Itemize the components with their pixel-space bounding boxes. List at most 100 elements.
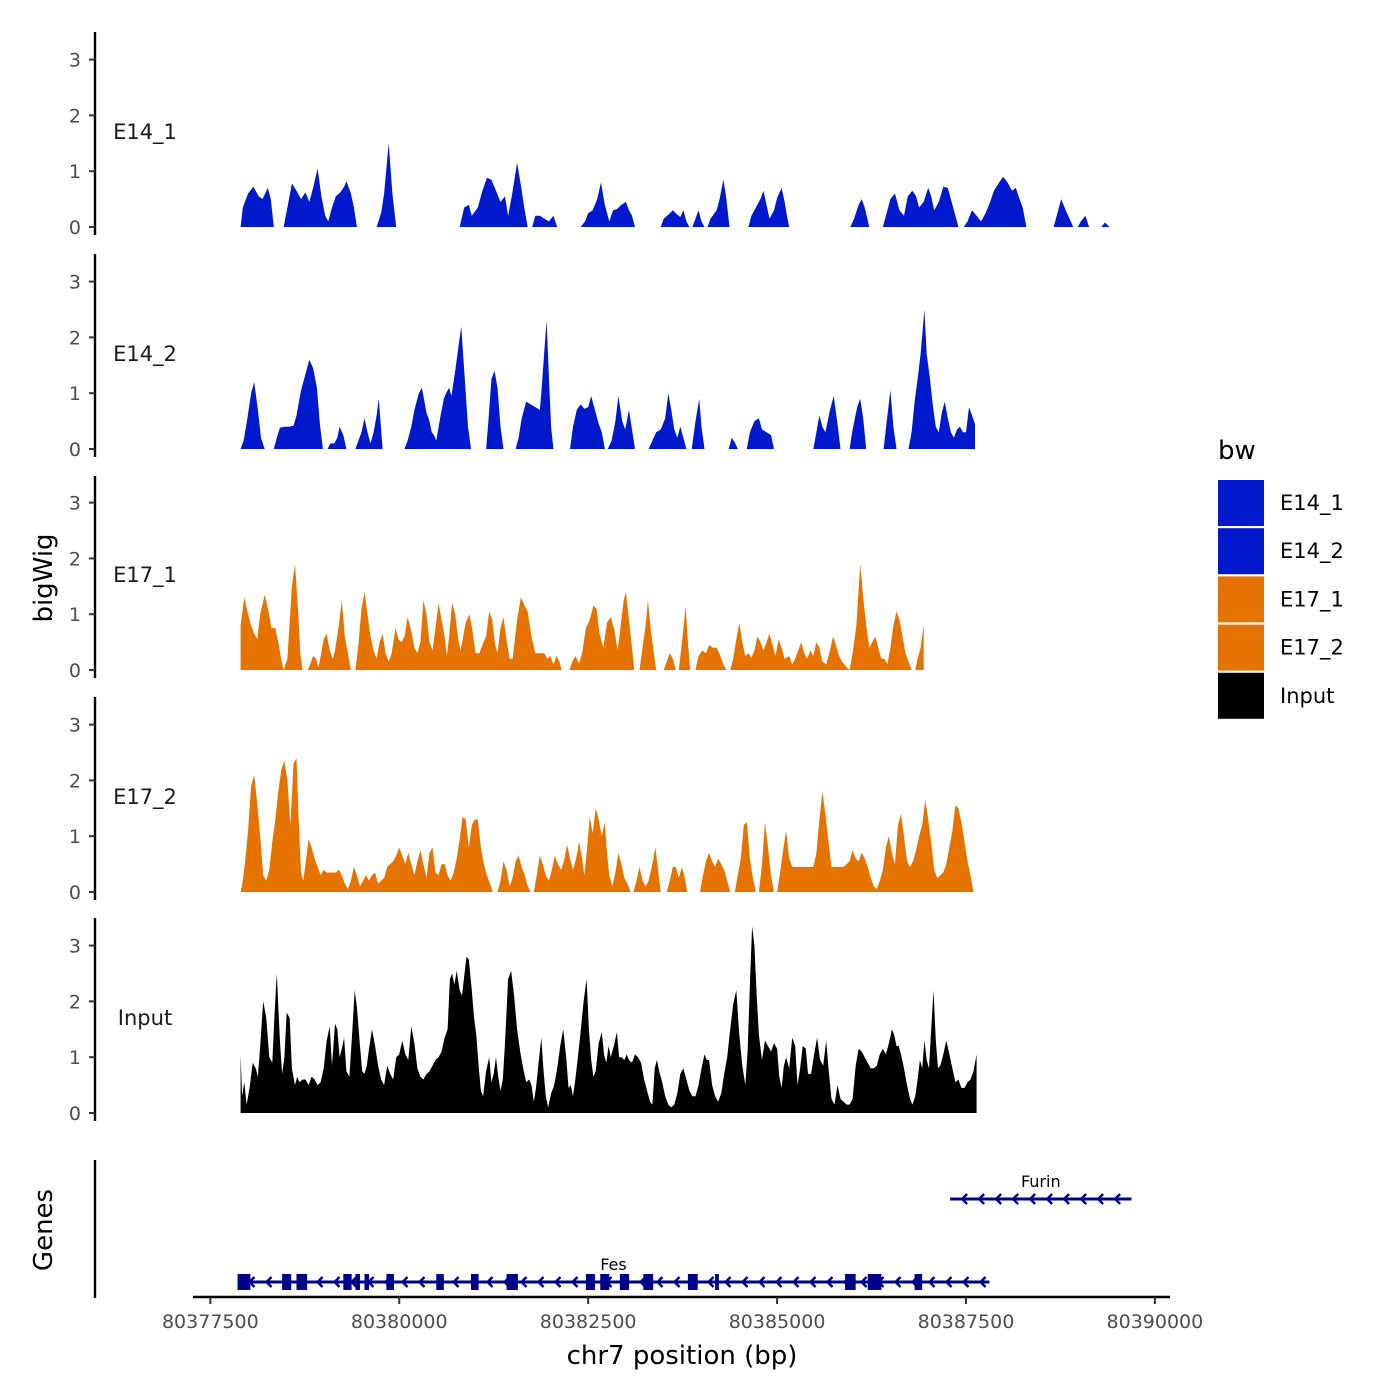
legend-label: E14_2: [1280, 539, 1344, 564]
y-tick-label: 1: [69, 826, 81, 848]
strand-arrow: [994, 1193, 1002, 1205]
strand-arrow: [1045, 1193, 1053, 1205]
genes-axis-title: Genes: [29, 1189, 59, 1271]
y-tick-label: 0: [69, 660, 81, 682]
y-tick-label: 1: [69, 161, 81, 183]
coverage-area-E17_1: [240, 564, 924, 670]
strand-arrow: [825, 1276, 834, 1288]
y-tick-label: 3: [69, 493, 81, 515]
strand-arrow: [706, 1276, 715, 1288]
coverage-tracks: 0 1 2 3 E14_1 0 1 2 3 E14_2 0 1 2 3 E17_1 0 1 2 3 E17_2 0 1 2 3…: [69, 32, 1110, 1125]
x-tick-label: 80385000: [729, 1311, 826, 1333]
y-tick-label: 3: [69, 936, 81, 958]
exon: [600, 1274, 610, 1290]
strand-arrow: [315, 1276, 324, 1288]
y-tick-label: 2: [69, 991, 81, 1013]
exon: [506, 1274, 518, 1290]
track-E14_1: 0 1 2 3 E14_1: [69, 32, 1110, 239]
track-label-E14_1: E14_1: [113, 120, 177, 145]
legend-item-Input: Input: [1218, 672, 1334, 719]
strand-arrow: [264, 1276, 273, 1288]
track-label-E17_1: E17_1: [113, 563, 177, 588]
gene-Fes: Fes: [237, 1255, 990, 1290]
coverage-area-E14_2: [240, 309, 976, 449]
gene-label-Fes: Fes: [600, 1255, 627, 1274]
legend-item-E14_2: E14_2: [1218, 528, 1344, 575]
exon: [687, 1274, 698, 1290]
legend-swatch: [1218, 624, 1264, 671]
strand-arrow: [859, 1276, 868, 1288]
exon: [914, 1274, 923, 1290]
legend-swatch: [1218, 576, 1264, 623]
strand-arrow: [400, 1276, 409, 1288]
track-E17_1: 0 1 2 3 E17_1: [69, 476, 924, 682]
strand-arrow: [485, 1276, 494, 1288]
legend-title: bw: [1218, 436, 1256, 466]
exon: [296, 1274, 308, 1290]
exon: [343, 1274, 352, 1290]
x-tick-label: 80390000: [1107, 1311, 1204, 1333]
strand-arrow: [723, 1276, 732, 1288]
strand-arrow: [332, 1276, 341, 1288]
y-tick-label: 2: [69, 327, 81, 349]
coverage-area-E14_1: [240, 143, 1110, 227]
legend-label: Input: [1280, 684, 1334, 708]
legend-items: E14_1 E14_2 E17_1 E17_2 Input: [1218, 480, 1344, 719]
track-label-E14_2: E14_2: [113, 342, 177, 367]
strand-arrow: [1011, 1193, 1019, 1205]
exon: [436, 1274, 444, 1290]
track-label-Input: Input: [118, 1006, 172, 1030]
legend-item-E17_1: E17_1: [1218, 576, 1344, 623]
track-label-E17_2: E17_2: [113, 785, 177, 810]
strand-arrow: [570, 1276, 579, 1288]
y-tick-label: 0: [69, 439, 81, 461]
strand-arrow: [1113, 1193, 1121, 1205]
strand-arrow: [893, 1276, 902, 1288]
strand-arrow: [1096, 1193, 1104, 1205]
legend-item-E14_1: E14_1: [1218, 480, 1344, 526]
legend-swatch: [1218, 480, 1264, 526]
y-tick-label: 1: [69, 604, 81, 626]
x-axis-title: chr7 position (bp): [567, 1341, 798, 1371]
genes-track: Fes Furin: [93, 1160, 1132, 1298]
track-E17_2: 0 1 2 3 E17_2: [69, 697, 974, 904]
strand-arrow: [944, 1276, 953, 1288]
y-tick-label: 1: [69, 1047, 81, 1069]
exon: [845, 1274, 856, 1290]
x-tick-label: 80387500: [918, 1311, 1015, 1333]
y-tick-label: 0: [69, 882, 81, 904]
strand-arrow: [740, 1276, 749, 1288]
exon: [237, 1274, 251, 1290]
y-tick-label: 2: [69, 105, 81, 127]
exon: [619, 1274, 629, 1290]
y-tick-label: 3: [69, 272, 81, 294]
y-tick-label: 0: [69, 217, 81, 239]
legend-label: E17_2: [1280, 636, 1344, 661]
legend-swatch: [1218, 672, 1264, 719]
strand-arrow: [536, 1276, 545, 1288]
y-tick-label: 2: [69, 548, 81, 570]
exon: [282, 1274, 292, 1290]
exon: [867, 1274, 882, 1290]
y-tick-label: 0: [69, 1103, 81, 1125]
y-tick-label: 3: [69, 50, 81, 72]
exon: [643, 1274, 654, 1290]
coverage-area-Input: [240, 926, 977, 1113]
strand-arrow: [417, 1276, 426, 1288]
exon: [386, 1274, 394, 1290]
strand-arrow: [977, 1193, 985, 1205]
x-axis: 80377500 80380000 80382500 80385000 80387500…: [162, 1295, 1204, 1333]
strand-arrow: [655, 1276, 664, 1288]
track-Input: 0 1 2 3 Input: [69, 918, 977, 1125]
strand-arrow: [757, 1276, 766, 1288]
x-tick-label: 80380000: [351, 1311, 448, 1333]
strand-arrow: [961, 1276, 970, 1288]
exon: [585, 1274, 595, 1290]
exon: [355, 1274, 360, 1290]
y-axis-title: bigWig: [29, 533, 59, 622]
strand-arrow: [672, 1276, 681, 1288]
exon: [364, 1274, 370, 1290]
strand-arrow: [808, 1276, 817, 1288]
strand-arrow: [774, 1276, 783, 1288]
